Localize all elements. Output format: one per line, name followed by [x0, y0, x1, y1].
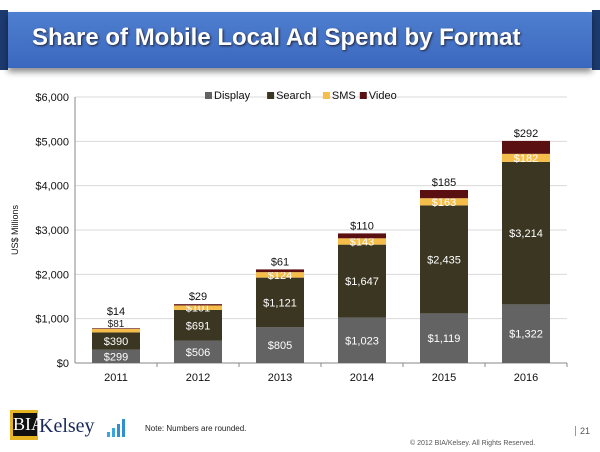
bar-video: [174, 304, 222, 306]
data-label: $1,647: [345, 276, 379, 288]
bar-display: [256, 327, 304, 363]
data-label: $292: [514, 128, 538, 140]
bar-search: [420, 205, 468, 314]
data-label: $61: [271, 256, 289, 268]
banner-edge-right: [592, 10, 600, 70]
page-number: 21: [575, 426, 590, 436]
bar-search: [502, 161, 550, 305]
data-label: $81: [108, 319, 125, 330]
bar-video: [256, 269, 304, 273]
y-tick-label: $3,000: [35, 225, 69, 237]
data-label: $805: [268, 340, 292, 352]
data-label: $1,322: [509, 329, 543, 341]
signal-bars-icon: [107, 419, 125, 437]
data-label: $29: [189, 291, 207, 303]
data-label: $390: [104, 336, 128, 348]
data-label: $1,121: [263, 297, 297, 309]
data-label: $14: [107, 306, 125, 318]
x-tick-label: 2016: [514, 372, 538, 384]
legend-swatch: [322, 92, 330, 99]
legend-label: Search: [276, 90, 311, 102]
legend-label: SMS: [332, 90, 356, 102]
bar-video: [420, 190, 468, 199]
bar-video: [338, 233, 386, 239]
bar-sms: [92, 328, 140, 333]
data-label: $124: [268, 270, 292, 282]
data-label: $299: [104, 351, 128, 363]
bar-video: [92, 328, 140, 329]
legend-label: Display: [214, 90, 251, 102]
bia-kelsey-logo: BIA Kelsey: [10, 410, 95, 444]
y-tick-label: $5,000: [35, 136, 69, 148]
data-label: $101: [186, 303, 210, 315]
copyright: © 2012 BIA/Kelsey. All Rights Reserved.: [410, 440, 536, 447]
bar-sms: [420, 198, 468, 206]
y-tick-label: $4,000: [35, 181, 69, 193]
page-title: Share of Mobile Local Ad Spend by Format: [32, 24, 521, 51]
bar-sms: [338, 238, 386, 245]
bar-search: [92, 332, 140, 350]
data-label: $163: [432, 197, 456, 209]
y-tick-label: $0: [57, 358, 69, 370]
x-tick-label: 2011: [104, 372, 128, 384]
footnote: Note: Numbers are rounded.: [145, 424, 247, 433]
bar-display: [338, 317, 386, 363]
bar-video: [502, 140, 550, 154]
banner-edge-left: [0, 10, 8, 70]
bar-sms: [256, 272, 304, 278]
bar-display: [502, 304, 550, 363]
bar-display: [420, 313, 468, 363]
y-tick-label: $6,000: [35, 92, 69, 104]
bar-search: [174, 309, 222, 341]
legend-swatch: [267, 92, 275, 99]
data-label: $110: [350, 220, 374, 232]
y-axis-label: US$ Millions: [10, 204, 20, 255]
legend-swatch: [359, 92, 367, 99]
x-tick-label: 2015: [432, 372, 456, 384]
bar-sms: [174, 305, 222, 310]
y-tick-label: $1,000: [35, 314, 69, 326]
bar-display: [174, 340, 222, 363]
bar-display: [92, 349, 140, 363]
data-label: $691: [186, 320, 210, 332]
data-label: $2,435: [427, 254, 461, 266]
bar-sms: [502, 153, 550, 162]
data-label: $3,214: [509, 228, 543, 240]
y-tick-label: $2,000: [35, 269, 69, 281]
x-tick-label: 2013: [268, 372, 292, 384]
title-banner: [8, 12, 592, 68]
legend-swatch: [205, 92, 212, 99]
x-tick-label: 2014: [350, 372, 374, 384]
bar-search: [338, 244, 386, 318]
data-label: $143: [350, 236, 374, 248]
data-label: $1,023: [345, 335, 379, 347]
data-label: $506: [186, 347, 210, 359]
data-label: $182: [514, 153, 538, 165]
x-tick-label: 2012: [186, 372, 210, 384]
data-label: $1,119: [428, 333, 461, 345]
legend-label: Video: [369, 90, 397, 102]
data-label: $185: [432, 177, 456, 189]
bar-search: [256, 277, 304, 328]
